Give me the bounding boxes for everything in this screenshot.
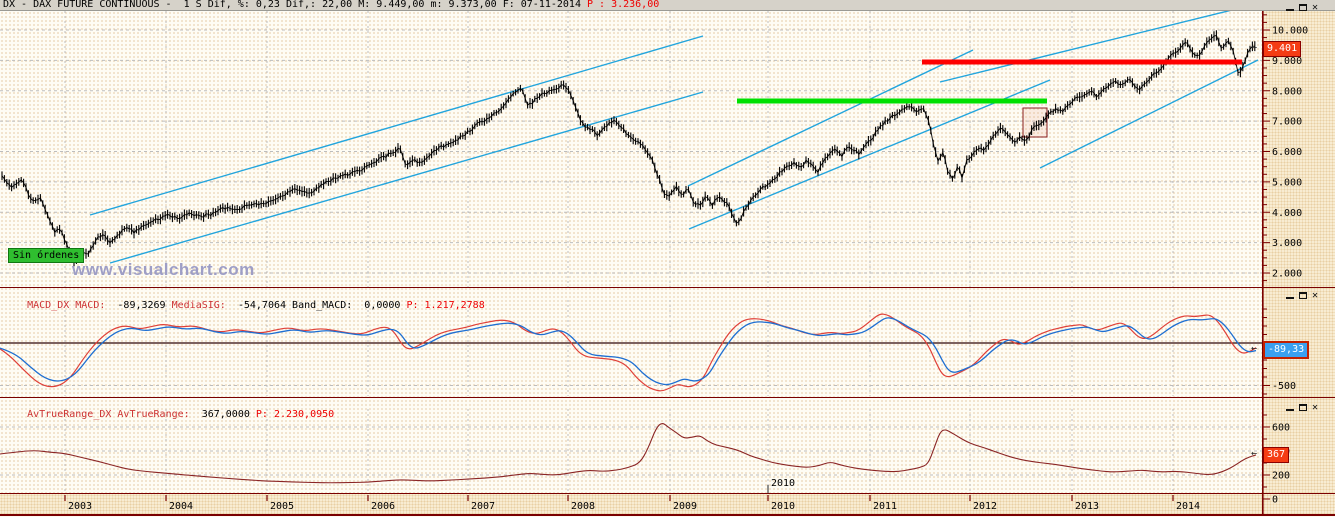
axis-label: -500 bbox=[1272, 381, 1296, 392]
year-label: 2004 bbox=[169, 501, 193, 512]
close-button[interactable]: ✕ bbox=[1312, 2, 1319, 13]
window-title: DX - DAX FUTURE CONTINUOUS - 1 S Dif, %:… bbox=[3, 0, 587, 10]
close-button[interactable]: ✕ bbox=[1312, 402, 1319, 413]
atr-header: AvTrueRange_DX AvTrueRange: 367,0000 P: … bbox=[3, 398, 334, 420]
maximize-button[interactable] bbox=[1299, 4, 1307, 11]
year-label: 2008 bbox=[571, 501, 595, 512]
year-label: 2013 bbox=[1075, 501, 1099, 512]
maximize-button[interactable] bbox=[1299, 404, 1307, 411]
watermark: www.visualchart.com bbox=[72, 260, 255, 279]
minimize-button[interactable] bbox=[1286, 402, 1294, 411]
axis-label: 5.000 bbox=[1272, 177, 1302, 188]
panel-separator bbox=[0, 287, 1335, 288]
price-axis-background bbox=[1262, 11, 1335, 494]
window-titlebar[interactable]: DX - DAX FUTURE CONTINUOUS - 1 S Dif, %:… bbox=[0, 0, 1335, 11]
price-series bbox=[1, 34, 1255, 263]
atr-window-controls: ✕ bbox=[1286, 402, 1320, 413]
axis-label: 9.000 bbox=[1272, 56, 1302, 67]
macd-window-controls: ✕ bbox=[1286, 290, 1320, 301]
close-button[interactable]: ✕ bbox=[1312, 290, 1319, 301]
atr-line bbox=[0, 423, 1257, 484]
atr-value-badge: 367 bbox=[1263, 447, 1290, 463]
axis-label: 200 bbox=[1272, 471, 1290, 482]
macd-value-badge: -89,33 bbox=[1263, 341, 1310, 359]
macd-chart-canvas[interactable] bbox=[0, 300, 1262, 396]
atr-name-label: AvTrueRange_DX AvTrueRange: bbox=[27, 409, 196, 420]
main-window-controls: ✕ bbox=[1286, 2, 1320, 13]
minimize-button[interactable] bbox=[1286, 2, 1294, 11]
maximize-button[interactable] bbox=[1299, 292, 1307, 299]
axis-label: 10.000 bbox=[1272, 26, 1308, 37]
band-macd-label: Band_MACD: bbox=[292, 300, 359, 311]
trendline[interactable] bbox=[1039, 59, 1259, 169]
signal-line bbox=[0, 313, 1257, 392]
atr-chart-canvas[interactable] bbox=[0, 409, 1262, 494]
chart-background bbox=[0, 11, 1262, 494]
macd-line bbox=[0, 317, 1257, 386]
trendline[interactable] bbox=[89, 35, 704, 216]
macd-p-value: P: 1.217,2788 bbox=[406, 300, 485, 311]
macd-value: -89,3269 bbox=[111, 300, 172, 311]
time-axis-band bbox=[0, 493, 1335, 516]
year-label: 2012 bbox=[973, 501, 997, 512]
axis-arrow-icon: ← bbox=[1251, 42, 1258, 53]
minimize-button[interactable] bbox=[1286, 290, 1294, 299]
axis-label: 6.000 bbox=[1272, 147, 1302, 158]
no-orders-badge: Sin órdenes bbox=[8, 248, 85, 263]
year-label: 2010 bbox=[771, 501, 795, 512]
stray-year-label: 2010 bbox=[771, 478, 796, 489]
macd-name-label: MACD_DX MACD: bbox=[27, 300, 112, 311]
time-axis[interactable]: 2003 2004 2005 2006 2007 2008 2009 2010 2011 2012… bbox=[0, 494, 1335, 516]
axis-label: 8.000 bbox=[1272, 86, 1302, 97]
axis-label: 3.000 bbox=[1272, 238, 1302, 249]
year-label: 2014 bbox=[1176, 501, 1200, 512]
year-label: 2007 bbox=[471, 501, 495, 512]
price-chart-canvas[interactable] bbox=[0, 11, 1262, 287]
atr-value: 367,0000 bbox=[195, 409, 256, 420]
axis-arrow-icon: ← bbox=[1251, 448, 1258, 459]
band-macd-value: 0,0000 bbox=[358, 300, 407, 311]
mediasig-value: -54,7064 bbox=[231, 300, 293, 311]
price-axis[interactable]: 2.000 3.000 4.000 5.000 6.000 7.000 8.000 9.000… bbox=[1262, 11, 1335, 516]
axis-label: 2.000 bbox=[1272, 269, 1302, 280]
year-label: 2009 bbox=[673, 501, 697, 512]
atr-p-value: P: 2.230,0950 bbox=[255, 409, 335, 420]
axis-label: 0 bbox=[1272, 495, 1278, 506]
window-title-price: P : 3.236,00 bbox=[587, 0, 660, 10]
year-label: 2011 bbox=[873, 501, 897, 512]
axis-label: 600 bbox=[1272, 423, 1290, 434]
year-label: 2003 bbox=[68, 501, 92, 512]
axis-arrow-icon: ← bbox=[1251, 343, 1258, 354]
trendline[interactable] bbox=[939, 11, 1232, 83]
trendline[interactable] bbox=[109, 91, 704, 264]
panel-separator bbox=[0, 397, 1335, 398]
year-label: 2005 bbox=[270, 501, 294, 512]
last-price-badge: 9.401 bbox=[1263, 41, 1302, 57]
annotation-box[interactable] bbox=[1022, 107, 1048, 138]
macd-header: MACD_DX MACD: -89,3269 MediaSIG: -54,706… bbox=[3, 289, 485, 311]
axis-label: 7.000 bbox=[1272, 117, 1302, 128]
year-label: 2006 bbox=[371, 501, 395, 512]
trendline[interactable] bbox=[687, 49, 974, 187]
price-series bbox=[1, 30, 1256, 267]
axis-label: 4.000 bbox=[1272, 208, 1302, 219]
mediasig-label: MediaSIG: bbox=[171, 300, 232, 311]
